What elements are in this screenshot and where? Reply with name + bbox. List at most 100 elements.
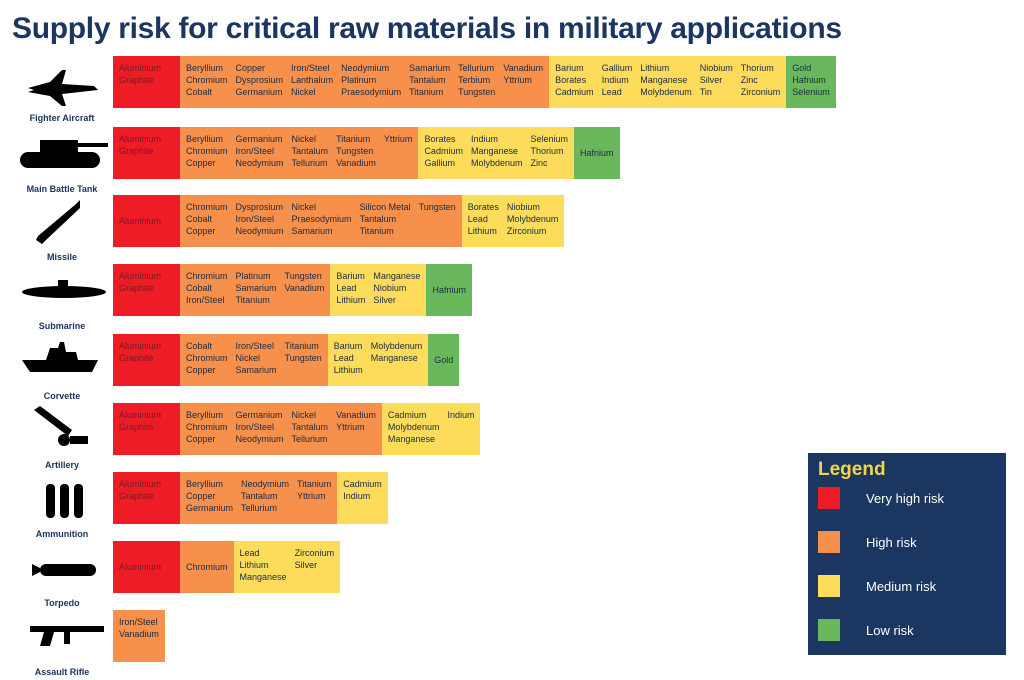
material-column: Aluminium [119, 561, 161, 573]
material: Samarium [235, 283, 277, 293]
material-column: Hafnium [580, 147, 614, 159]
material: Manganese [640, 75, 688, 85]
material: Samarium [291, 226, 333, 236]
material-column: Barium Borates Cadmium [555, 62, 594, 98]
material: Tungsten [418, 202, 456, 212]
material: Tellurium [458, 63, 495, 73]
material: Beryllium [186, 479, 224, 489]
material: Borates [555, 75, 587, 85]
material-column: Germanium Iron/Steel Neodymium [236, 133, 284, 169]
legend-label: Very high risk [866, 490, 945, 506]
material-column: Gold [434, 354, 453, 366]
material: Zinc [530, 158, 548, 168]
risk-row: Aluminium Chromium Cobalt Copper Dysprosium I… [113, 195, 565, 247]
material: Aluminium [119, 562, 162, 572]
material: Lead [601, 87, 622, 97]
material: Silver [294, 560, 318, 570]
material: Tellurium [291, 158, 328, 168]
legend-label: Low risk [866, 622, 914, 638]
risk-segment: Aluminium [113, 195, 180, 247]
material: Chromium [186, 562, 228, 572]
platform-label: Corvette [43, 391, 81, 401]
risk-segment: Barium Lead Lithium Manganese Niobium Silver [330, 264, 427, 316]
material-column: Barium Lead Lithium [336, 270, 365, 306]
material: Yttrium [336, 422, 365, 432]
material: Iron/Steel [119, 617, 158, 627]
material: Graphite [119, 283, 154, 293]
material: Titanium [409, 87, 444, 97]
material-column: Beryllium Chromium Copper [186, 133, 228, 169]
icon-fighter [28, 70, 98, 106]
risk-segment: Chromium Cobalt Copper Dysprosium Iron/Steel… [180, 195, 462, 247]
material: Indium [447, 410, 475, 420]
material: Tungsten [284, 271, 322, 281]
material: Thorium [530, 146, 564, 156]
material: Terbium [458, 75, 491, 85]
material: Hafnium [792, 75, 826, 85]
risk-segment: Gold [428, 334, 460, 386]
material: Samarium [235, 365, 277, 375]
material: Platinum [341, 75, 377, 85]
material-column: Chromium [186, 561, 228, 573]
material: Nickel [291, 134, 317, 144]
material: Silver [699, 75, 723, 85]
material-column: Aluminium [119, 215, 161, 227]
material: Tungsten [336, 146, 374, 156]
material-column: Tungsten [419, 201, 456, 213]
icon-ammunition [46, 484, 83, 518]
material: Lithium [467, 226, 497, 236]
risk-segment: Borates Lead Lithium Niobium Molybdenum Zirco… [461, 195, 565, 247]
material-column: Nickel Praesodymium Samarium [292, 201, 352, 237]
material: Manganese [370, 353, 418, 363]
icon-corvette-top [46, 342, 78, 360]
material: Aluminium [119, 271, 162, 281]
material-column: Tungsten Vanadium [285, 270, 325, 294]
material: Germanium [235, 410, 283, 420]
material: Aluminium [119, 341, 162, 351]
material: Graphite [119, 146, 154, 156]
material: Graphite [119, 491, 154, 501]
material: Tellurium [291, 434, 328, 444]
legend-item: High risk [818, 531, 917, 553]
risk-segment: Cobalt Chromium Copper Iron/Steel Nickel Sama… [180, 334, 328, 386]
material: Germanium [235, 134, 283, 144]
material-column: Aluminium Graphite [119, 133, 161, 157]
material-column: Niobium Molybdenum Zirconium [507, 201, 559, 237]
material-column: Indium [447, 409, 474, 421]
material: Tantalum [291, 422, 329, 432]
icon-torpedo [32, 564, 96, 576]
risk-segment: Barium Borates Cadmium Gallium Indium Lead Lit… [549, 56, 787, 108]
icons [20, 70, 108, 646]
material: Barium [555, 63, 584, 73]
material-column: Tellurium Terbium Tungsten [458, 62, 495, 98]
material: Tin [699, 87, 712, 97]
risk-segment: Lead Lithium Manganese Zirconium Silver [233, 541, 341, 593]
material: Thorium [740, 63, 774, 73]
material-column: Dysprosium Iron/Steel Neodymium [236, 201, 284, 237]
material: Tungsten [284, 353, 322, 363]
material: Molybdenum [640, 87, 692, 97]
material-column: Nickel Tantalum Tellurium [292, 133, 329, 169]
material: Niobium [373, 283, 407, 293]
material: Lithium [640, 63, 670, 73]
material: Molybdenum [506, 214, 559, 224]
risk-segment: Beryllium Chromium Cobalt Copper Dysprosium G… [180, 56, 550, 108]
icon-artillery [34, 406, 88, 446]
material-column: Niobium Silver Tin [700, 62, 733, 98]
material-column: Aluminium Graphite [119, 340, 161, 364]
material-column: Neodymium Tantalum Tellurium [241, 478, 289, 514]
material: Copper [186, 226, 216, 236]
material: Gallium [601, 63, 633, 73]
material: Aluminium [119, 216, 162, 226]
material: Vanadium [119, 629, 159, 639]
platform-label: Torpedo [44, 598, 80, 608]
material: Aluminium [119, 134, 162, 144]
material: Barium [336, 271, 365, 281]
legend-swatch [818, 619, 840, 641]
material: Borates [467, 202, 499, 212]
platform-label: Missile [46, 252, 77, 262]
legend-title: Legend [818, 459, 886, 480]
material: Beryllium [186, 410, 224, 420]
material-column: Chromium Cobalt Iron/Steel [186, 270, 228, 306]
material: Titanium [359, 226, 394, 236]
